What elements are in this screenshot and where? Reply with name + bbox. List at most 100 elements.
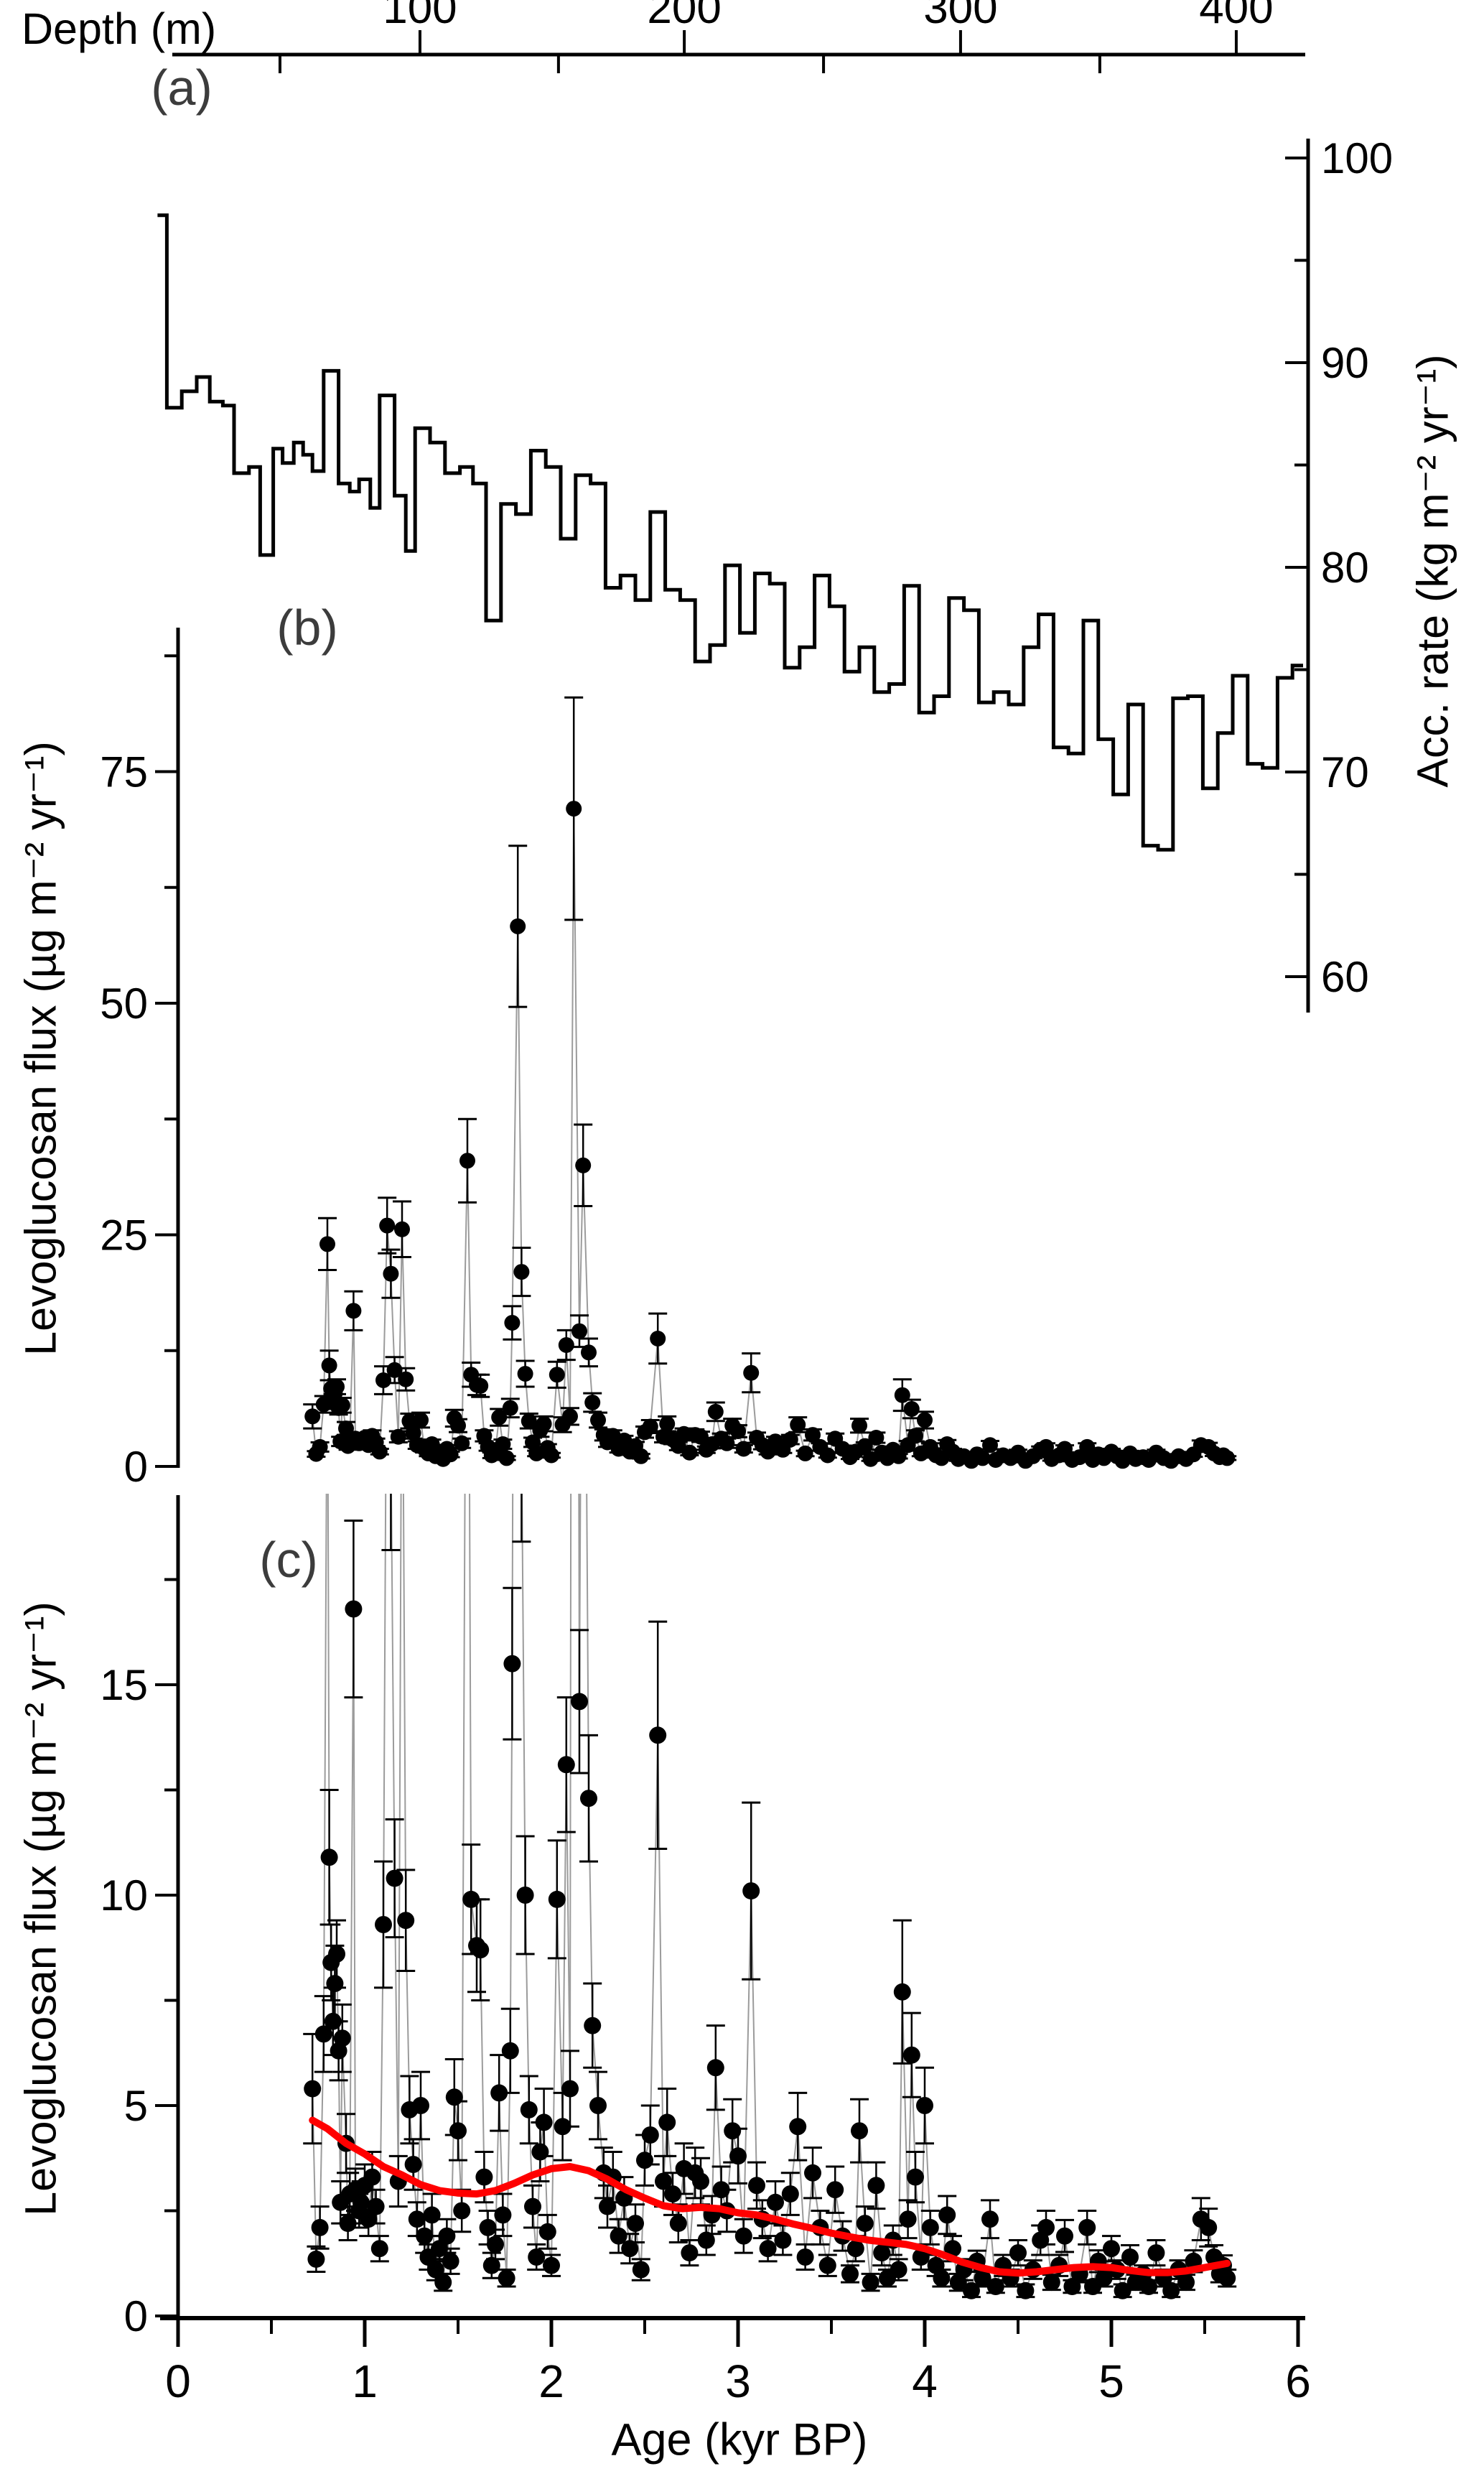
data-point bbox=[431, 2240, 448, 2258]
data-point bbox=[501, 2042, 519, 2060]
data-point bbox=[557, 1756, 575, 1774]
data-point bbox=[790, 1417, 806, 1433]
data-point bbox=[472, 1941, 490, 1959]
data-point bbox=[902, 2046, 920, 2064]
data-point bbox=[543, 1447, 559, 1464]
data-point bbox=[1038, 1438, 1054, 1455]
data-point bbox=[442, 2252, 459, 2270]
data-point bbox=[405, 1425, 421, 1441]
data-point bbox=[1079, 1438, 1096, 1455]
data-point bbox=[450, 1418, 466, 1434]
data-point bbox=[706, 2059, 724, 2077]
data-point bbox=[890, 1448, 907, 1464]
data-point bbox=[584, 1395, 601, 1410]
data-point bbox=[459, 1153, 475, 1169]
data-point bbox=[944, 2240, 961, 2258]
data-point bbox=[841, 2265, 859, 2283]
data-point bbox=[649, 1726, 667, 1744]
data-point bbox=[664, 2185, 681, 2203]
data-point bbox=[894, 1387, 910, 1403]
data-point bbox=[729, 2147, 747, 2165]
age-axis-tick-label: 1 bbox=[352, 2355, 378, 2407]
data-point bbox=[1177, 2274, 1195, 2292]
data-point bbox=[334, 1397, 350, 1413]
data-point bbox=[571, 1693, 588, 1711]
data-point bbox=[1200, 2218, 1218, 2236]
data-point bbox=[333, 2029, 351, 2047]
acc-rate-tick-label: 60 bbox=[1321, 953, 1369, 1001]
data-point bbox=[767, 2193, 784, 2211]
data-point bbox=[304, 1408, 321, 1425]
data-point bbox=[363, 2168, 381, 2186]
flux-axis-c-tick-label: 0 bbox=[124, 2292, 148, 2340]
data-point bbox=[641, 2126, 659, 2144]
data-point bbox=[510, 918, 526, 934]
data-point bbox=[589, 2097, 607, 2114]
data-point bbox=[730, 1423, 746, 1439]
data-point bbox=[487, 2236, 504, 2253]
data-point bbox=[1114, 2281, 1131, 2299]
data-point bbox=[524, 2197, 541, 2215]
data-point bbox=[379, 1217, 396, 1234]
panel-c-scatter bbox=[303, 1494, 1237, 2299]
data-point bbox=[1219, 1450, 1236, 1466]
data-point bbox=[479, 2218, 497, 2236]
data-point bbox=[326, 1975, 344, 1993]
data-point bbox=[307, 2250, 325, 2268]
data-point bbox=[504, 1315, 521, 1331]
data-point bbox=[669, 2215, 687, 2233]
panel-c-letter: (c) bbox=[259, 1532, 318, 1588]
acc-rate-step-line bbox=[157, 213, 1303, 852]
data-point bbox=[520, 2101, 538, 2118]
data-point bbox=[531, 2143, 549, 2161]
data-point bbox=[580, 1790, 597, 1808]
data-point bbox=[453, 2202, 471, 2220]
data-point bbox=[1037, 2218, 1055, 2236]
data-point bbox=[1218, 2269, 1236, 2287]
data-point bbox=[681, 1444, 698, 1461]
data-point bbox=[912, 2248, 930, 2266]
flux-axis-b-tick-label: 50 bbox=[100, 980, 148, 1028]
data-point bbox=[490, 2084, 508, 2102]
data-point bbox=[868, 1430, 885, 1446]
data-point bbox=[826, 2181, 844, 2199]
age-axis-tick-label: 5 bbox=[1098, 2355, 1124, 2407]
data-point bbox=[503, 1655, 521, 1673]
data-point bbox=[491, 1409, 508, 1425]
data-point bbox=[521, 1413, 537, 1429]
data-point bbox=[782, 1431, 798, 1448]
data-point bbox=[846, 2240, 864, 2258]
data-point bbox=[543, 2256, 560, 2274]
data-point bbox=[352, 2193, 370, 2211]
data-point bbox=[899, 2210, 917, 2228]
data-point bbox=[692, 2172, 709, 2190]
data-point bbox=[472, 1377, 489, 1394]
data-point bbox=[862, 2274, 879, 2292]
data-point bbox=[650, 1331, 666, 1346]
data-point bbox=[819, 1447, 836, 1464]
data-point bbox=[454, 1435, 470, 1451]
data-point bbox=[404, 2156, 422, 2173]
acc-rate-tick-label: 90 bbox=[1321, 339, 1369, 387]
data-point bbox=[438, 2227, 456, 2245]
age-axis-tick-label: 2 bbox=[538, 2355, 564, 2407]
data-point bbox=[804, 2164, 821, 2182]
data-point bbox=[632, 2261, 650, 2279]
flux-axis-b: 0 25 50 75 bbox=[100, 628, 180, 1491]
data-point bbox=[482, 2256, 500, 2274]
data-point bbox=[621, 2240, 639, 2258]
data-point bbox=[394, 1221, 410, 1237]
data-point bbox=[398, 1371, 414, 1387]
data-point bbox=[636, 2152, 653, 2169]
series-connector-line bbox=[312, 809, 1228, 1462]
data-point bbox=[805, 1427, 821, 1443]
data-point bbox=[1042, 2274, 1060, 2292]
data-point bbox=[1057, 1441, 1073, 1457]
data-point bbox=[370, 2240, 388, 2258]
flux-axis-b-tick-label: 75 bbox=[100, 748, 148, 796]
flux-axis-c-tick-label: 10 bbox=[100, 1871, 148, 1920]
acc-rate-tick-label: 80 bbox=[1321, 544, 1369, 592]
data-point bbox=[627, 2215, 644, 2233]
data-point bbox=[558, 1337, 574, 1353]
